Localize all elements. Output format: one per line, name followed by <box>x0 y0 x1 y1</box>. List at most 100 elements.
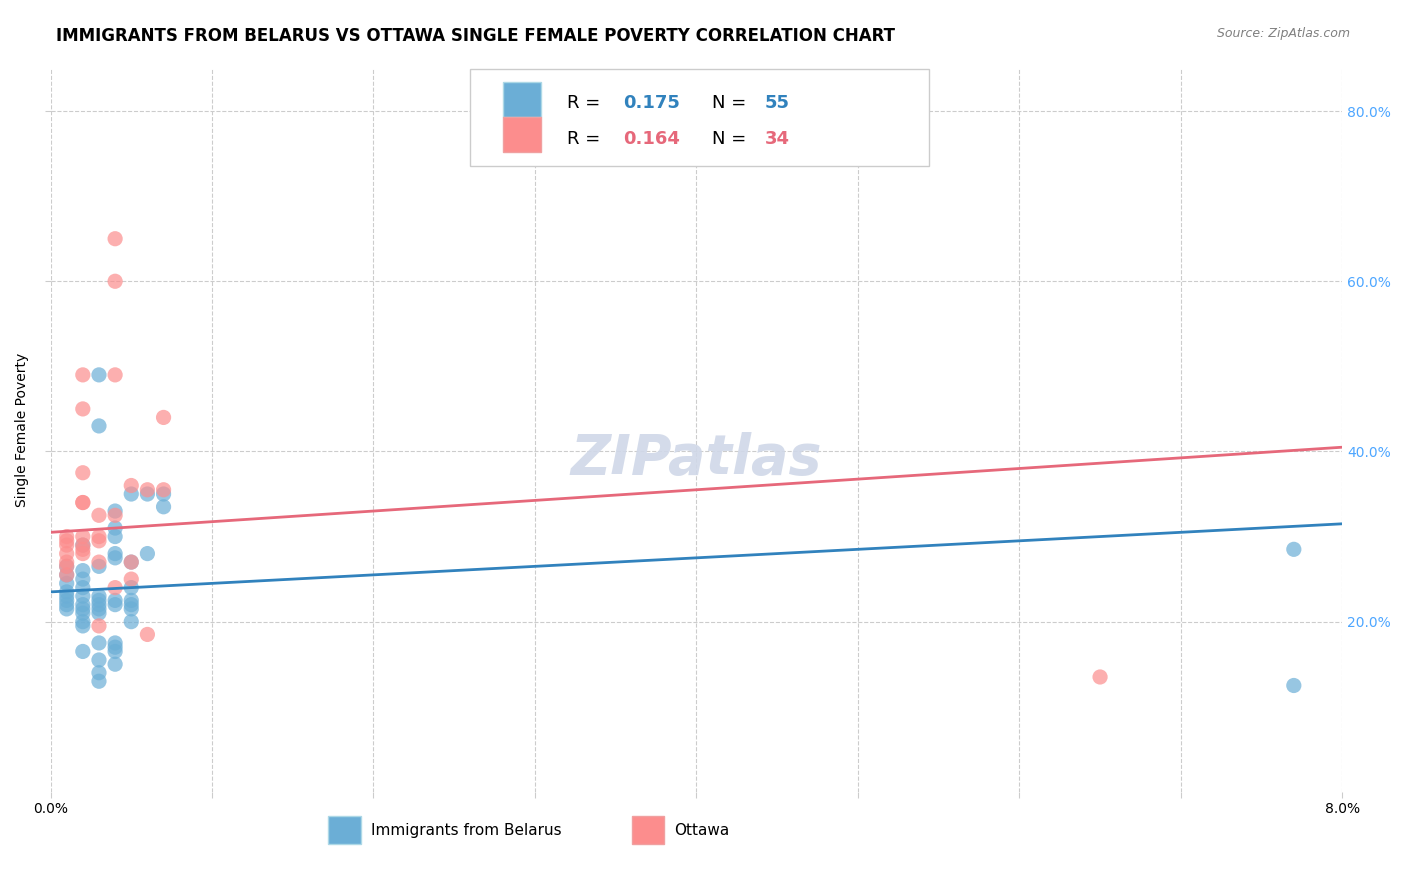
Point <box>55 585 77 599</box>
FancyBboxPatch shape <box>631 816 664 844</box>
Point <box>1282 678 1305 692</box>
Point <box>104 636 127 650</box>
Point <box>87 606 110 620</box>
Point <box>55 593 77 607</box>
FancyBboxPatch shape <box>328 816 360 844</box>
Point <box>104 581 127 595</box>
Point <box>104 598 127 612</box>
Point <box>104 657 127 672</box>
Point <box>104 274 127 288</box>
Point <box>55 555 77 569</box>
Point <box>136 627 159 641</box>
Y-axis label: Single Female Poverty: Single Female Poverty <box>15 353 30 508</box>
Point <box>87 602 110 616</box>
Point <box>55 602 77 616</box>
Text: 0.164: 0.164 <box>623 129 679 148</box>
Point <box>87 593 110 607</box>
Point <box>120 478 142 492</box>
Point <box>136 487 159 501</box>
Point <box>55 547 77 561</box>
Point <box>152 500 174 514</box>
Point <box>120 572 142 586</box>
Point <box>87 508 110 523</box>
Point <box>104 504 127 518</box>
Point <box>72 615 94 629</box>
Point <box>87 598 110 612</box>
Text: Immigrants from Belarus: Immigrants from Belarus <box>371 822 561 838</box>
Point <box>87 368 110 382</box>
Point <box>55 559 77 574</box>
Point <box>104 530 127 544</box>
Point <box>72 564 94 578</box>
Point <box>87 636 110 650</box>
Point <box>87 653 110 667</box>
Point <box>87 619 110 633</box>
Point <box>72 538 94 552</box>
Point <box>120 581 142 595</box>
Point <box>104 508 127 523</box>
Point <box>87 674 110 689</box>
Point <box>104 640 127 655</box>
Point <box>55 576 77 591</box>
Point <box>87 559 110 574</box>
FancyBboxPatch shape <box>502 117 541 152</box>
Point <box>152 487 174 501</box>
Point <box>104 521 127 535</box>
Point <box>120 555 142 569</box>
Point <box>87 533 110 548</box>
Point <box>72 495 94 509</box>
Text: N =: N = <box>711 94 752 112</box>
Point <box>72 538 94 552</box>
Point <box>120 602 142 616</box>
Point <box>120 487 142 501</box>
Point <box>72 466 94 480</box>
Point <box>104 593 127 607</box>
FancyBboxPatch shape <box>502 82 541 117</box>
Point <box>72 606 94 620</box>
Point <box>152 410 174 425</box>
Point <box>120 598 142 612</box>
Point <box>104 550 127 565</box>
Point <box>87 665 110 680</box>
Text: 34: 34 <box>765 129 790 148</box>
Point <box>104 368 127 382</box>
Point <box>1282 542 1305 557</box>
Text: IMMIGRANTS FROM BELARUS VS OTTAWA SINGLE FEMALE POVERTY CORRELATION CHART: IMMIGRANTS FROM BELARUS VS OTTAWA SINGLE… <box>56 27 896 45</box>
Point <box>87 555 110 569</box>
Text: N =: N = <box>711 129 752 148</box>
Point <box>72 602 94 616</box>
Point <box>136 483 159 497</box>
Point <box>72 581 94 595</box>
Point <box>55 533 77 548</box>
Text: Source: ZipAtlas.com: Source: ZipAtlas.com <box>1216 27 1350 40</box>
Point <box>55 559 77 574</box>
Point <box>72 572 94 586</box>
Point <box>55 589 77 603</box>
Point <box>87 419 110 434</box>
Text: ZIPatlas: ZIPatlas <box>571 432 823 486</box>
Point <box>1088 670 1111 684</box>
Point <box>104 232 127 246</box>
Point <box>72 644 94 658</box>
Point <box>104 547 127 561</box>
Point <box>87 589 110 603</box>
FancyBboxPatch shape <box>471 69 929 166</box>
Point <box>72 368 94 382</box>
Point <box>152 483 174 497</box>
Point <box>72 598 94 612</box>
Point <box>55 530 77 544</box>
Point <box>72 619 94 633</box>
Point <box>72 401 94 416</box>
Point <box>72 589 94 603</box>
Point <box>72 547 94 561</box>
Point <box>55 567 77 582</box>
Text: Ottawa: Ottawa <box>675 822 730 838</box>
Text: 0.175: 0.175 <box>623 94 679 112</box>
Point <box>55 567 77 582</box>
Point <box>72 530 94 544</box>
Point <box>120 615 142 629</box>
Point <box>72 495 94 509</box>
Point <box>72 542 94 557</box>
Point <box>55 598 77 612</box>
Text: R =: R = <box>567 129 606 148</box>
